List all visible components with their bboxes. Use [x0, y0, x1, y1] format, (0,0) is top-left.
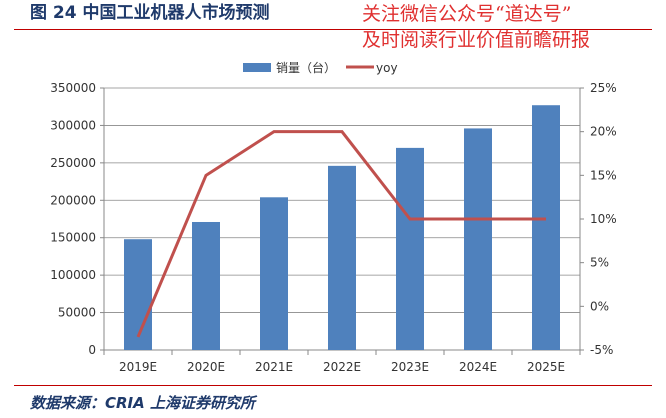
- left-tick-label: 0: [88, 343, 96, 357]
- legend-bar-label: 销量（台）: [276, 60, 336, 75]
- right-tick-label: 20%: [590, 125, 617, 139]
- bar: [328, 165, 356, 350]
- bar: [192, 221, 220, 350]
- x-tick-label: 2022E: [323, 360, 361, 374]
- x-tick-label: 2025E: [527, 360, 565, 374]
- bar: [464, 128, 492, 350]
- legend-line-label: yoy: [376, 61, 398, 75]
- figure-title: 图 24 中国工业机器人市场预测: [30, 3, 270, 23]
- bar: [396, 147, 424, 350]
- watermark-line-1: 关注微信公众号“道达号”: [362, 3, 572, 25]
- bar: [532, 105, 560, 351]
- bar: [124, 239, 152, 350]
- source-note: 数据来源：CRIA 上海证券研究所: [30, 394, 255, 412]
- watermark-line-2: 及时阅读行业价值前瞻研报: [362, 29, 591, 51]
- yoy-line: [136, 130, 546, 338]
- legend-bar-swatch: [243, 63, 271, 72]
- bottom-divider: [14, 385, 652, 386]
- right-tick-label: 5%: [590, 256, 609, 270]
- bar: [260, 197, 288, 350]
- x-tick-label: 2020E: [187, 360, 225, 374]
- x-tick-label: 2019E: [119, 360, 157, 374]
- right-tick-label: 0%: [590, 299, 609, 313]
- right-tick-label: 10%: [590, 212, 617, 226]
- left-tick-label: 50000: [58, 306, 96, 320]
- left-tick-label: 200000: [50, 193, 96, 207]
- left-tick-label: 300000: [50, 118, 96, 132]
- x-tick-label: 2024E: [459, 360, 497, 374]
- right-tick-label: 25%: [590, 81, 617, 95]
- x-tick-label: 2021E: [255, 360, 293, 374]
- right-tick-label: -5%: [590, 343, 613, 357]
- left-tick-label: 150000: [50, 231, 96, 245]
- x-tick-label: 2023E: [391, 360, 429, 374]
- right-tick-label: 15%: [590, 168, 617, 182]
- top-divider: [14, 29, 652, 30]
- left-tick-label: 250000: [50, 156, 96, 170]
- left-tick-label: 100000: [50, 268, 96, 282]
- left-tick-label: 350000: [50, 81, 96, 95]
